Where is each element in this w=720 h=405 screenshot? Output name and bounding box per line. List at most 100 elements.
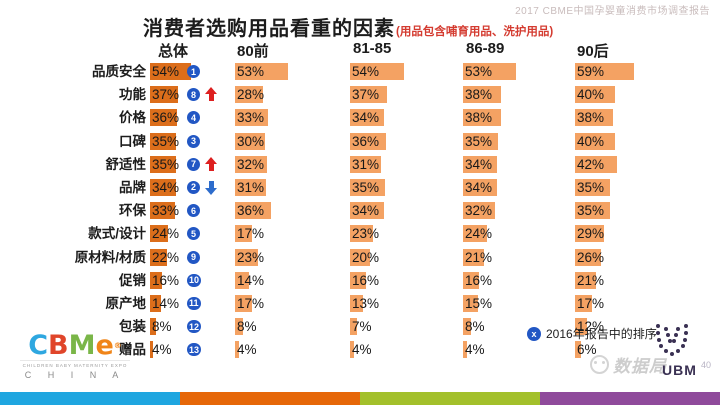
bar	[235, 248, 258, 266]
bar	[350, 202, 384, 220]
bar	[350, 132, 386, 150]
value-label: 42%	[577, 156, 605, 172]
value-label: 36%	[237, 203, 265, 219]
chart-row: 款式/设计 24% 5 17% 23% 24% 29%	[0, 222, 720, 245]
bar	[575, 86, 615, 104]
bar	[575, 271, 596, 289]
bar	[350, 86, 387, 104]
rank-badge: 5	[187, 227, 200, 241]
bar	[463, 132, 498, 150]
bar	[575, 294, 592, 312]
chart-row: 赠品 4% 13 4% 4% 4% 6%	[0, 338, 720, 361]
chart-row: 舒适性 35% 7 32% 31% 34% 42%	[0, 153, 720, 176]
bar-cell: 16% 10	[150, 269, 202, 292]
cbme-logo-tagline: CHILDREN BABY MATERNITY EXPO	[20, 360, 130, 368]
bar	[575, 318, 587, 336]
bar-cell: 36%	[350, 130, 386, 153]
bar-cell: 34% 2	[150, 176, 217, 199]
bar	[350, 271, 366, 289]
bar	[150, 341, 153, 359]
row-label: 促销	[119, 272, 146, 288]
rank-badge: 8	[187, 88, 200, 102]
row-label: 功能	[119, 87, 146, 103]
bar-cell: 28%	[235, 83, 264, 106]
row-label: 品质安全	[92, 64, 146, 79]
cbme-letter: B	[48, 330, 69, 361]
bar	[235, 202, 271, 220]
bar-cell: 54% 1	[150, 60, 200, 83]
row-label: 款式/设计	[88, 226, 146, 242]
bar	[463, 271, 479, 289]
value-label: 54%	[152, 64, 180, 79]
bar	[575, 109, 613, 127]
rank-legend: x 2016年报告中的排序	[527, 325, 657, 342]
bar-cell: 15%	[463, 292, 492, 315]
value-label: 35%	[577, 179, 605, 195]
value-label: 16%	[465, 272, 493, 288]
value-label: 8%	[237, 319, 257, 335]
bar	[575, 225, 604, 243]
bar	[463, 202, 495, 220]
value-label: 34%	[152, 179, 180, 195]
bar-cell: 30%	[235, 130, 265, 153]
bar-cell: 21%	[463, 246, 492, 269]
bar-cell: 53%	[235, 60, 288, 83]
bar-cell: 22% 9	[150, 246, 200, 269]
value-label: 35%	[152, 156, 180, 172]
bar-cell: 29%	[575, 222, 604, 245]
page-title: 消费者选购用品看重的因素	[143, 18, 395, 40]
bar	[150, 155, 176, 173]
bar	[235, 86, 263, 104]
bar-cell: 4%	[463, 338, 485, 361]
chart-row: 原材料/材质 22% 9 23% 20% 21% 26%	[0, 246, 720, 269]
bar-cell: 24% 5	[150, 222, 200, 245]
bar	[150, 132, 176, 150]
row-label: 品牌	[119, 179, 146, 195]
bar-cell: 8%	[463, 315, 485, 338]
rank-badge: 11	[187, 296, 201, 310]
value-label: 15%	[465, 295, 493, 311]
value-label: 8%	[465, 319, 485, 335]
bar-cell: 16%	[350, 269, 379, 292]
bar-cell: 32%	[235, 153, 267, 176]
bar	[235, 271, 249, 289]
bar-cell: 35%	[350, 176, 385, 199]
bar	[235, 225, 252, 243]
value-label: 4%	[465, 342, 485, 358]
bar-cell: 17%	[235, 292, 264, 315]
chart-row: 包装 8% 12 8% 7% 8% 12%	[0, 315, 720, 338]
bar-cell: 6%	[575, 338, 597, 361]
bar	[235, 155, 267, 173]
bar	[575, 178, 610, 196]
rank-badge: 4	[187, 111, 200, 125]
value-label: 30%	[237, 133, 265, 149]
chart-row: 原产地 14% 11 17% 13% 15% 17%	[0, 292, 720, 315]
shujuju-watermark: 数据局	[590, 352, 667, 377]
value-label: 32%	[237, 156, 265, 172]
column-header-2: 80前	[237, 43, 269, 60]
value-label: 35%	[577, 203, 605, 219]
bar-cell: 42%	[575, 153, 617, 176]
bar	[463, 155, 497, 173]
bar	[463, 86, 501, 104]
rank-badge: 6	[187, 204, 200, 218]
bar	[150, 202, 175, 220]
bar	[350, 341, 354, 359]
value-label: 35%	[352, 179, 380, 195]
column-header-5: 90后	[577, 43, 609, 60]
bar-cell: 35% 7	[150, 153, 217, 176]
value-label: 14%	[152, 295, 180, 311]
bar	[463, 318, 471, 336]
rank-badge: 12	[187, 320, 202, 334]
value-label: 4%	[237, 342, 257, 358]
rank-badge: 3	[187, 134, 200, 148]
bar-cell: 34%	[350, 106, 384, 129]
bar-cell: 23%	[350, 222, 379, 245]
bar-cell: 14%	[235, 269, 264, 292]
rank-circle-icon: x	[527, 326, 541, 341]
bar-cell: 32%	[463, 199, 495, 222]
bar	[350, 294, 363, 312]
value-label: 17%	[237, 295, 265, 311]
bar	[150, 248, 167, 266]
